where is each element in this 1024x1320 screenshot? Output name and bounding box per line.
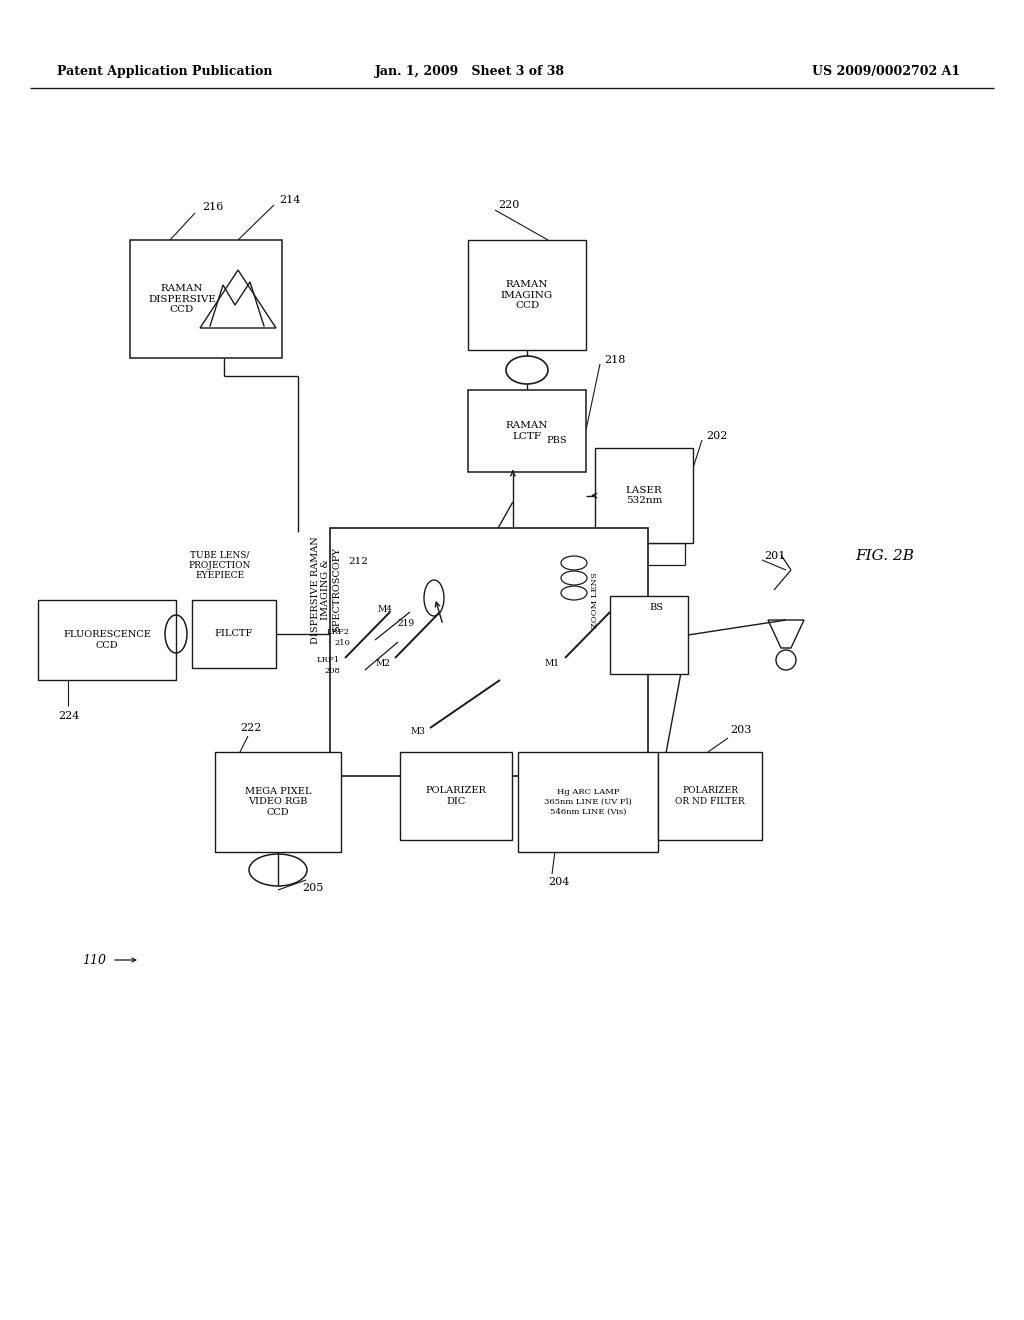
Text: M1: M1 bbox=[545, 660, 559, 668]
Text: M4: M4 bbox=[378, 606, 392, 615]
Text: 204: 204 bbox=[548, 876, 569, 887]
Text: 202: 202 bbox=[706, 432, 727, 441]
Text: 220: 220 bbox=[498, 201, 519, 210]
Text: BS: BS bbox=[650, 603, 664, 612]
Text: 224: 224 bbox=[58, 711, 80, 721]
Text: M3: M3 bbox=[411, 727, 425, 737]
Text: RAMAN
DISPERSIVE
CCD: RAMAN DISPERSIVE CCD bbox=[148, 284, 216, 314]
Bar bbox=[468, 240, 586, 350]
Text: Patent Application Publication: Patent Application Publication bbox=[57, 66, 272, 78]
Bar bbox=[193, 601, 276, 668]
Text: 203: 203 bbox=[730, 725, 752, 735]
Text: 218: 218 bbox=[604, 355, 626, 366]
Bar bbox=[468, 389, 586, 473]
Bar bbox=[330, 528, 648, 776]
Text: FIG. 2B: FIG. 2B bbox=[855, 549, 914, 564]
Text: 216: 216 bbox=[202, 202, 223, 213]
Bar bbox=[658, 752, 762, 840]
Text: 219: 219 bbox=[398, 619, 415, 628]
Text: 214: 214 bbox=[279, 195, 300, 205]
Text: TUBE LENS/
PROJECTION
EYEPIECE: TUBE LENS/ PROJECTION EYEPIECE bbox=[188, 550, 251, 579]
Bar bbox=[518, 752, 658, 851]
Text: M2: M2 bbox=[376, 659, 390, 668]
Text: 212: 212 bbox=[348, 557, 368, 566]
Text: POLARIZER
OR ND FILTER: POLARIZER OR ND FILTER bbox=[675, 787, 744, 807]
Text: RAMAN
LCTF: RAMAN LCTF bbox=[506, 421, 548, 441]
Text: RAMAN
IMAGING
CCD: RAMAN IMAGING CCD bbox=[501, 280, 553, 310]
Bar bbox=[215, 752, 341, 851]
Text: MEGA PIXEL
VIDEO RGB
CCD: MEGA PIXEL VIDEO RGB CCD bbox=[245, 787, 311, 817]
Bar bbox=[610, 597, 688, 675]
Text: US 2009/0002702 A1: US 2009/0002702 A1 bbox=[812, 66, 961, 78]
Bar bbox=[595, 447, 693, 543]
Text: ZOOM LENS: ZOOM LENS bbox=[591, 572, 599, 628]
Text: FILCTF: FILCTF bbox=[215, 630, 253, 639]
Bar bbox=[38, 601, 176, 680]
Text: DISPERSIVE RAMAN
IMAGING &
SPECTROSCOPY: DISPERSIVE RAMAN IMAGING & SPECTROSCOPY bbox=[311, 536, 341, 644]
Text: LRF1: LRF1 bbox=[316, 656, 340, 664]
Text: 222: 222 bbox=[240, 723, 261, 733]
Text: 205: 205 bbox=[302, 883, 324, 894]
Text: Hg ARC LAMP
365nm LINE (UV Fl)
546nm LINE (Vis): Hg ARC LAMP 365nm LINE (UV Fl) 546nm LIN… bbox=[544, 788, 632, 816]
Text: Jan. 1, 2009   Sheet 3 of 38: Jan. 1, 2009 Sheet 3 of 38 bbox=[375, 66, 565, 78]
Text: 210: 210 bbox=[334, 639, 350, 647]
Bar bbox=[400, 752, 512, 840]
Bar bbox=[130, 240, 282, 358]
Text: 208: 208 bbox=[325, 667, 340, 675]
Text: 201: 201 bbox=[764, 550, 785, 561]
Text: FLUORESCENCE
CCD: FLUORESCENCE CCD bbox=[63, 630, 151, 649]
Text: 110: 110 bbox=[82, 953, 106, 966]
Text: PBS: PBS bbox=[546, 437, 567, 445]
Text: LRF2: LRF2 bbox=[327, 628, 350, 636]
Text: POLARIZER
DIC: POLARIZER DIC bbox=[426, 787, 486, 807]
Text: LASER
532nm: LASER 532nm bbox=[626, 486, 663, 506]
